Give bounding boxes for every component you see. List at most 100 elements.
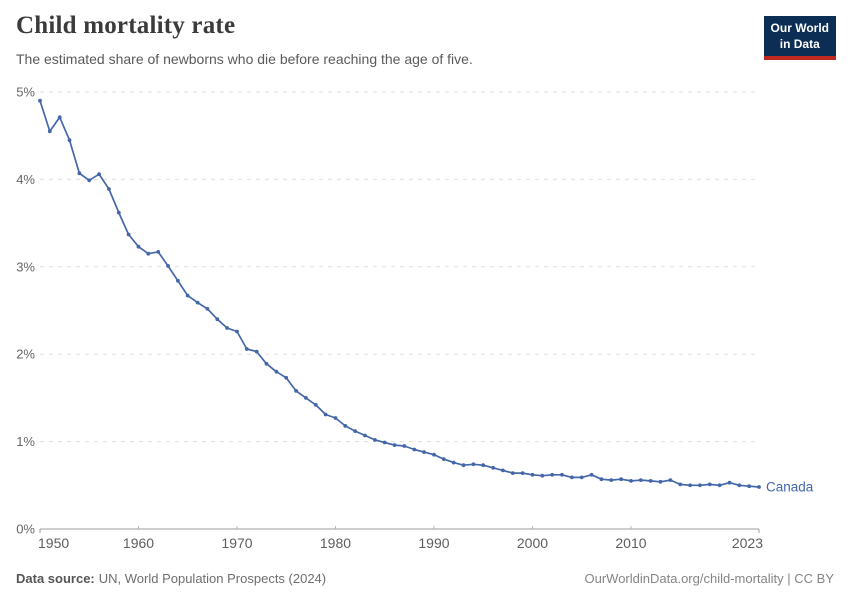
data-point [747, 484, 752, 489]
data-point [116, 210, 121, 215]
data-point [284, 375, 289, 380]
data-point [97, 172, 101, 177]
x-axis-tick-label: 2000 [517, 535, 548, 551]
data-point [461, 463, 466, 468]
data-point [57, 115, 62, 120]
data-point [451, 460, 456, 465]
data-point [363, 433, 367, 438]
x-axis-tick-label: 2010 [615, 535, 646, 551]
data-point [688, 483, 692, 488]
data-point [323, 412, 328, 417]
data-point [235, 329, 239, 334]
data-point [353, 429, 358, 433]
data-point [501, 468, 505, 473]
data-point [87, 178, 92, 183]
data-point [717, 483, 722, 488]
data-point [678, 482, 683, 487]
data-point [254, 349, 259, 354]
y-axis-tick-label: 2% [16, 347, 35, 362]
data-point [520, 471, 525, 475]
x-axis-tick-label: 1970 [221, 535, 252, 551]
x-axis-tick-label: 1960 [123, 535, 154, 551]
data-point [530, 472, 535, 477]
y-axis-tick-label: 0% [16, 522, 35, 537]
data-point [481, 463, 486, 468]
chart-title: Child mortality rate [16, 12, 236, 39]
data-point [441, 457, 446, 461]
data-point [432, 452, 436, 457]
data-line-canada [39, 99, 760, 488]
data-point [264, 361, 269, 366]
data-point [629, 479, 633, 483]
data-point [166, 264, 170, 268]
x-axis-tick-label: 2023 [732, 535, 763, 551]
series-end-label-canada: Canada [766, 480, 814, 495]
data-point [136, 244, 141, 249]
data-point [609, 478, 614, 482]
data-point [156, 250, 161, 254]
data-point [47, 129, 52, 134]
data-point [205, 306, 210, 311]
data-point [304, 396, 308, 400]
owid-logo-line1: Our World [770, 21, 829, 35]
data-point [343, 424, 348, 428]
data-point [599, 477, 604, 482]
y-axis-tick-label: 5% [16, 85, 35, 100]
x-axis-tick-label: 1950 [38, 535, 69, 551]
data-point [668, 478, 673, 482]
data-point [38, 98, 42, 103]
chart-footer: Data source: UN, World Population Prospec… [0, 571, 850, 586]
data-point [422, 450, 426, 454]
data-point [402, 444, 407, 448]
data-point [698, 483, 702, 488]
data-point [392, 443, 397, 447]
data-point [412, 447, 417, 452]
data-point [540, 473, 545, 478]
x-axis-tick-label: 1980 [320, 535, 351, 551]
data-source-text: UN, World Population Prospects (2024) [98, 571, 327, 586]
data-point [707, 482, 712, 487]
data-point [658, 479, 663, 484]
data-point [382, 440, 387, 445]
data-point [225, 326, 230, 330]
data-point [589, 472, 594, 477]
data-point [146, 251, 151, 256]
data-point [195, 300, 200, 305]
data-point [274, 369, 279, 374]
data-point [77, 171, 82, 176]
chart-subtitle: The estimated share of newborns who die … [16, 51, 473, 67]
data-point [638, 478, 643, 482]
data-point [570, 475, 574, 480]
data-point [737, 483, 742, 488]
data-point [579, 475, 584, 480]
owid-logo-line2: in Data [779, 36, 820, 51]
y-axis-tick-label: 4% [16, 172, 35, 187]
data-source-label: Data source: [16, 571, 95, 586]
data-point [727, 480, 732, 485]
owid-logo[interactable]: Our World in Data [763, 16, 836, 61]
data-point [491, 465, 495, 470]
data-point [176, 278, 180, 283]
data-point [648, 479, 653, 483]
data-point [67, 138, 72, 143]
data-point [313, 403, 318, 407]
data-point [510, 471, 515, 475]
data-source: Data source: UN, World Population Prospec… [16, 571, 326, 586]
footer-link[interactable]: OurWorldinData.org/child-mortality | CC … [584, 571, 835, 586]
data-point [373, 438, 377, 442]
data-point [215, 317, 220, 322]
data-point [333, 416, 338, 420]
y-axis-tick-label: 1% [16, 434, 35, 449]
data-point [244, 347, 249, 351]
data-point [550, 472, 555, 477]
y-axis-tick-label: 3% [16, 259, 35, 274]
data-point [619, 477, 623, 482]
data-point [185, 293, 190, 298]
data-point [126, 232, 131, 237]
data-point [471, 462, 476, 467]
data-point [560, 472, 564, 477]
data-point [294, 389, 298, 393]
x-axis-tick-label: 1990 [418, 535, 449, 551]
data-point [107, 187, 111, 191]
